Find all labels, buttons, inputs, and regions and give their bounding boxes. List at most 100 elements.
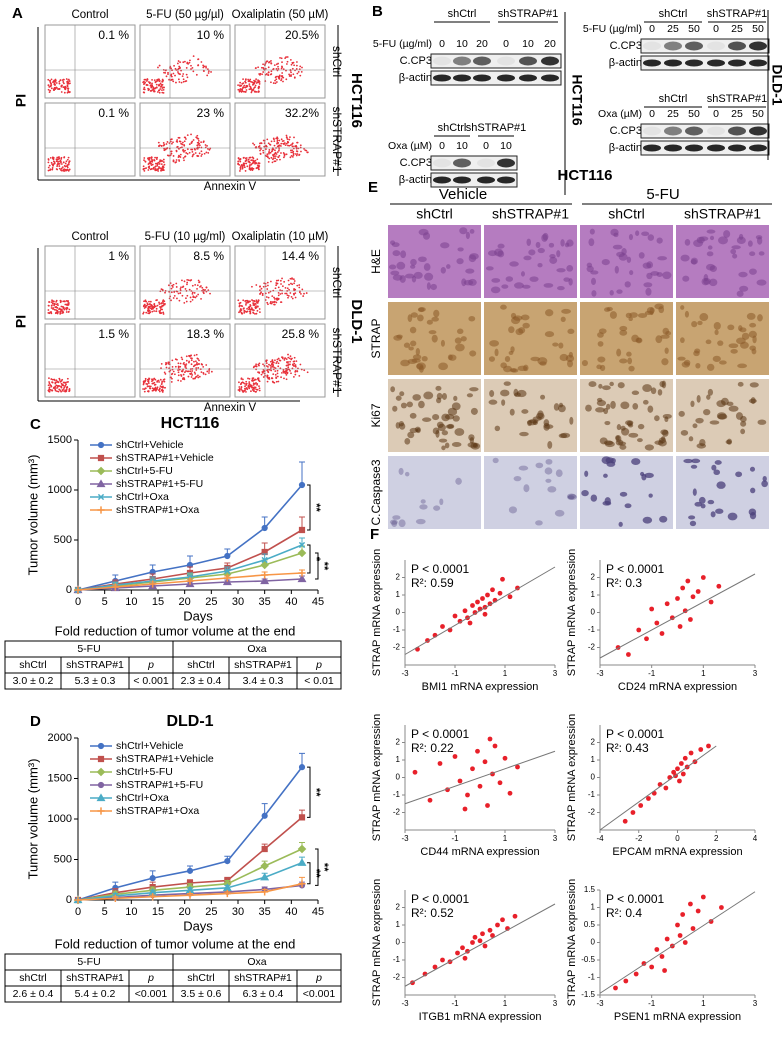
flow-dot — [205, 373, 207, 375]
flow-dot — [145, 79, 147, 81]
cell — [567, 329, 574, 334]
flow-dot — [201, 364, 203, 366]
flow-dot — [175, 283, 177, 285]
flow-dot — [243, 86, 245, 88]
flow-dot — [291, 62, 293, 64]
flow-dot — [154, 87, 156, 89]
flow-dot — [158, 84, 160, 86]
flow-dot — [278, 287, 280, 289]
point — [470, 766, 475, 771]
flow-dot — [161, 145, 163, 147]
point — [438, 761, 443, 766]
flow-dot — [164, 387, 166, 389]
cell — [693, 488, 697, 496]
flow-dot — [177, 380, 179, 382]
flow-dot — [195, 369, 197, 371]
flow-dot — [194, 365, 196, 367]
flow-dot — [48, 389, 50, 391]
flow-dot — [286, 63, 288, 65]
flow-dot — [176, 159, 178, 161]
flow-dot — [273, 297, 275, 299]
panel-label: E — [368, 179, 378, 196]
cell — [685, 239, 691, 246]
flow-dot — [246, 157, 248, 159]
cell — [511, 317, 520, 324]
flow-dot — [299, 65, 301, 67]
flow-dot — [143, 165, 145, 167]
flow-dot — [51, 389, 53, 391]
point — [488, 928, 493, 933]
flow-dot — [294, 292, 296, 294]
flow-dot — [293, 154, 295, 156]
band — [707, 127, 725, 136]
flow-dot — [268, 297, 270, 299]
flow-dot — [159, 387, 161, 389]
cell — [730, 349, 737, 354]
flow-dot — [241, 83, 243, 85]
flow-dot — [160, 86, 162, 88]
flow-dot — [261, 374, 263, 376]
marker — [262, 813, 267, 818]
flow-dot — [208, 72, 210, 74]
flow-dot — [274, 370, 276, 372]
flow-dot — [262, 63, 264, 65]
flow-dot — [199, 286, 201, 288]
flow-dot — [252, 162, 254, 164]
cell — [549, 257, 557, 264]
cell — [715, 509, 723, 514]
group-label: shCtrl — [659, 8, 688, 20]
histology-image — [580, 456, 673, 529]
table-header: shCtrl — [19, 972, 46, 984]
cell — [595, 407, 605, 412]
flow-dot — [192, 67, 194, 69]
flow-dot — [166, 75, 168, 77]
cell — [521, 271, 525, 276]
flow-dot — [281, 57, 283, 59]
flow-dot — [156, 308, 158, 310]
flow-dot — [143, 157, 145, 159]
histology-image — [676, 225, 769, 298]
dose-label: 0 — [713, 23, 719, 35]
cell-line: HCT116 — [569, 74, 585, 126]
flow-dot — [164, 164, 166, 166]
cell — [706, 340, 712, 345]
stat-annotation: R²: 0.3 — [606, 576, 642, 590]
flow-dot — [190, 297, 192, 299]
flow-dot — [60, 306, 62, 308]
flow-dot — [195, 297, 197, 299]
point — [460, 945, 465, 950]
cell — [713, 469, 720, 475]
flow-dot — [285, 144, 287, 146]
flow-dot — [196, 74, 198, 76]
legend-label: shCtrl+Oxa — [116, 491, 169, 503]
point — [631, 810, 636, 815]
flow-dot — [55, 88, 57, 90]
cell — [566, 239, 573, 246]
percentage: 32.2% — [285, 106, 319, 120]
table-header: p — [147, 972, 154, 984]
flow-dot — [156, 87, 158, 89]
table-cell: 3.4 ± 0.3 — [243, 675, 284, 687]
flow-dot — [252, 156, 254, 158]
flow-dot — [274, 359, 276, 361]
table-group: Oxa — [247, 643, 266, 655]
band — [477, 159, 495, 168]
flow-dot — [48, 301, 50, 303]
flow-dot — [175, 161, 177, 163]
marker — [298, 845, 305, 852]
flow-dot — [272, 373, 274, 375]
point — [719, 905, 724, 910]
point — [683, 756, 688, 761]
flow-dot — [145, 161, 147, 163]
point — [701, 895, 706, 900]
flow-dot — [284, 371, 286, 373]
treatment-header: Vehicle — [439, 186, 487, 203]
y-tick-label: 1 — [591, 755, 596, 764]
flow-dot — [211, 371, 213, 373]
flow-dot — [248, 308, 250, 310]
flow-dot — [250, 157, 252, 159]
blot-row-label: β-actin — [399, 72, 432, 84]
flow-dot — [251, 387, 253, 389]
flow-dot — [190, 301, 192, 303]
band — [453, 75, 471, 82]
